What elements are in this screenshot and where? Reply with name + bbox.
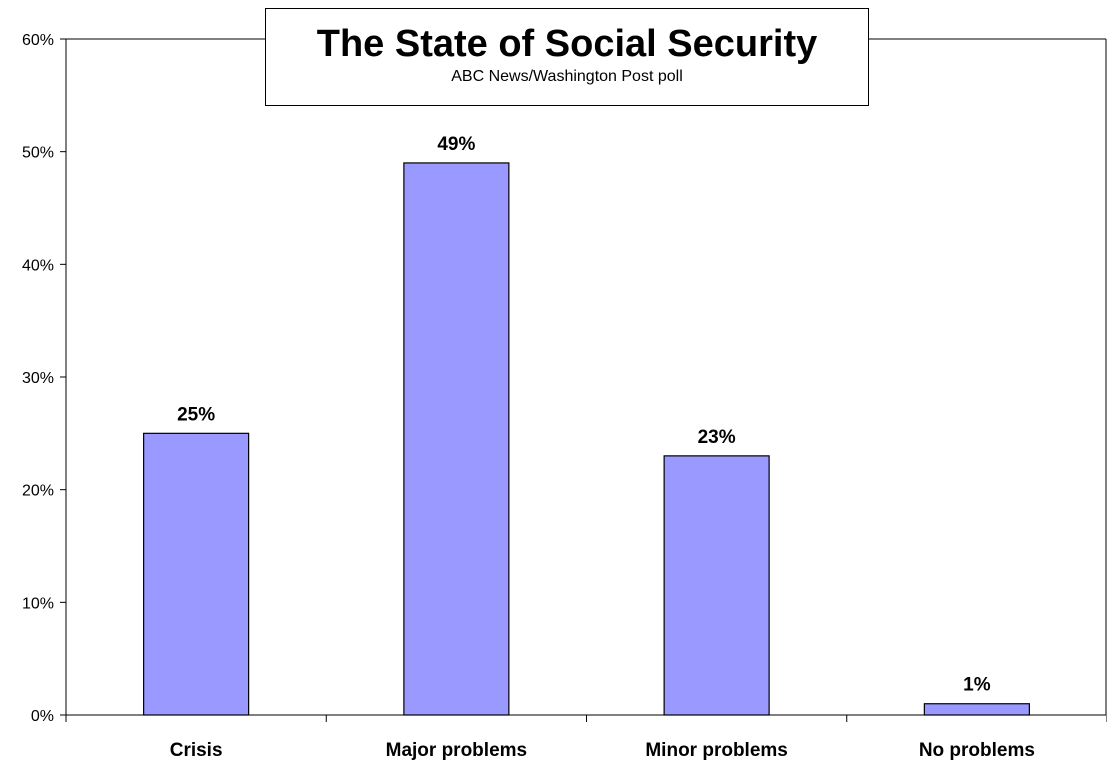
y-tick-label: 50% <box>22 145 54 162</box>
data-label: 49% <box>437 134 475 155</box>
chart-labels: 0% 10% 20% 30% 40% 50% 60% 25% Crisis 49% Major pr… <box>22 32 1035 761</box>
category-label: Crisis <box>170 740 223 761</box>
title-box: The State of Social Security ABC News/Wa… <box>265 8 869 106</box>
category-label: Minor problems <box>645 740 788 761</box>
chart-subtitle: ABC News/Washington Post poll <box>451 68 683 85</box>
bar <box>403 162 510 716</box>
data-label: 1% <box>963 675 991 696</box>
y-tick-label: 20% <box>22 483 54 500</box>
bar-series <box>143 162 1030 716</box>
chart-title: The State of Social Security <box>316 23 818 65</box>
category-label: Major problems <box>386 740 527 761</box>
category-label: No problems <box>919 740 1035 761</box>
bar <box>923 703 1030 716</box>
bar <box>143 432 250 716</box>
data-label: 25% <box>177 404 215 425</box>
y-tick-label: 10% <box>22 595 54 612</box>
y-tick-label: 60% <box>22 32 54 49</box>
y-tick-label: 30% <box>22 370 54 387</box>
y-tick-label: 40% <box>22 257 54 274</box>
y-tick-label: 0% <box>31 708 54 725</box>
bar <box>663 455 770 716</box>
data-label: 23% <box>698 427 736 448</box>
